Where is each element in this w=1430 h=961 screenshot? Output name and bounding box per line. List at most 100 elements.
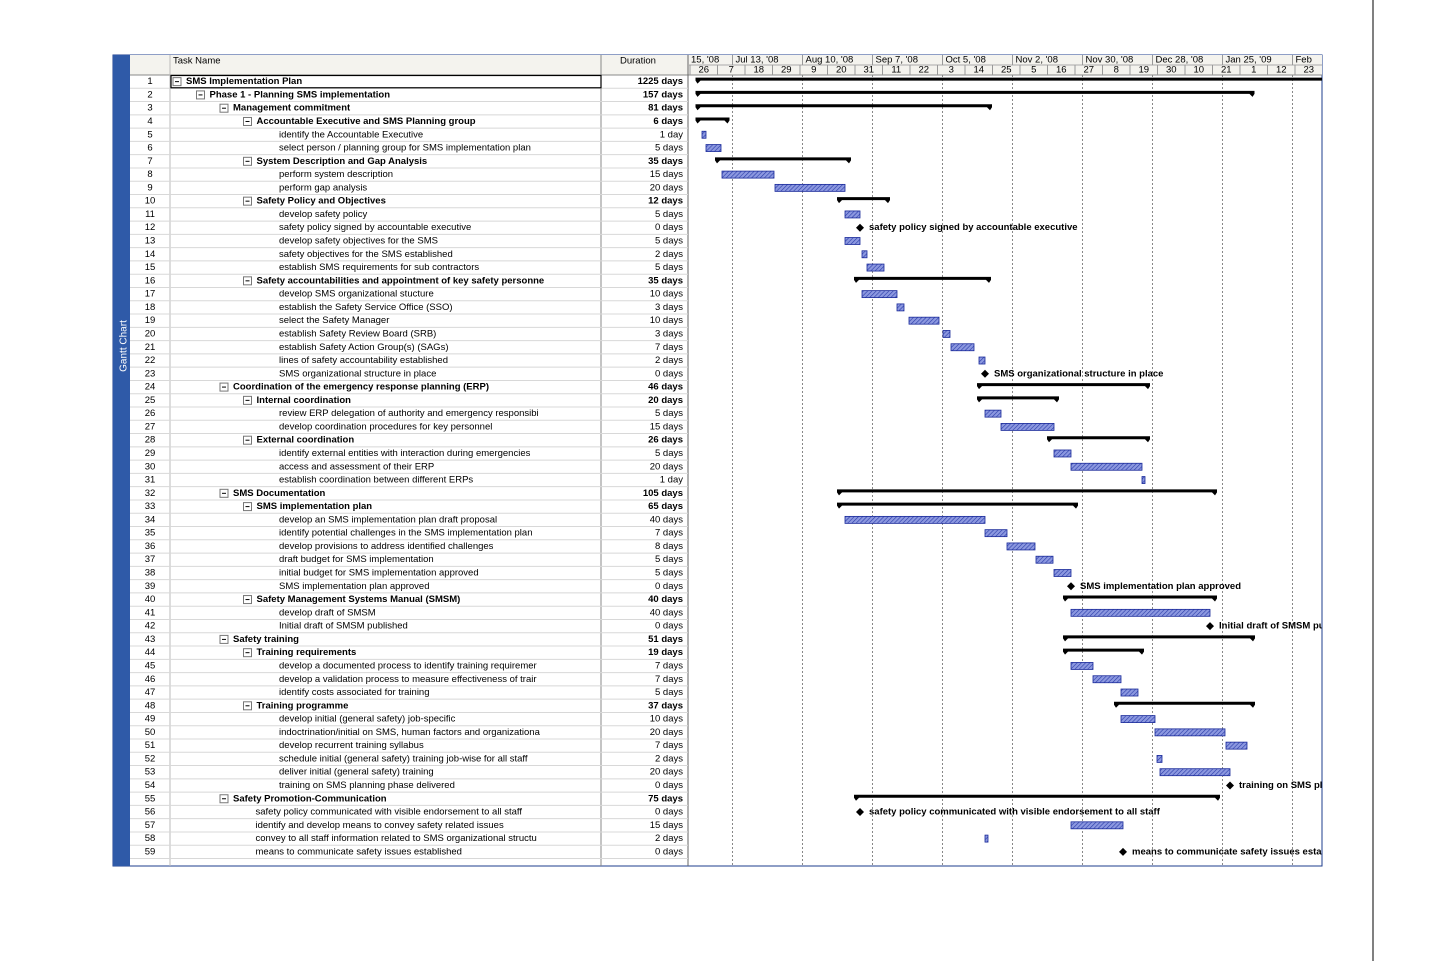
col-header[interactable]: Duration	[620, 56, 656, 67]
task-name[interactable]: review ERP delegation of authority and e…	[279, 408, 539, 419]
task-bar	[1035, 555, 1054, 564]
task-name[interactable]: establish the Safety Service Office (SSO…	[279, 302, 453, 313]
task-name[interactable]: develop a validation process to measure …	[279, 674, 537, 685]
timescale-label: 23	[1303, 65, 1314, 76]
row-id: 13	[145, 236, 156, 247]
task-name[interactable]: perform system description	[279, 169, 393, 180]
task-name[interactable]: establish Safety Review Board (SRB)	[279, 328, 436, 339]
summary-bar	[977, 383, 1150, 390]
task-name[interactable]: Training programme	[257, 700, 349, 711]
task-duration: 35 days	[648, 275, 683, 286]
task-name[interactable]: develop safety policy	[279, 209, 367, 220]
row-id: 57	[145, 820, 156, 831]
task-name[interactable]: identify and develop means to convey saf…	[256, 820, 504, 831]
task-name[interactable]: SMS implementation plan approved	[279, 581, 430, 592]
row-id: 25	[145, 395, 156, 406]
task-name[interactable]: Safety Policy and Objectives	[257, 196, 386, 207]
summary-bar	[1047, 436, 1150, 443]
row-id: 16	[145, 275, 156, 286]
task-name[interactable]: select the Safety Manager	[279, 315, 389, 326]
task-name[interactable]: identify external entities with interact…	[279, 448, 531, 459]
task-name[interactable]: establish Safety Action Group(s) (SAGs)	[279, 342, 448, 353]
task-name[interactable]: Safety training	[233, 634, 299, 645]
task-name[interactable]: Management commitment	[233, 103, 351, 114]
task-duration: 0 days	[655, 222, 683, 233]
task-name[interactable]: SMS Implementation Plan	[186, 76, 302, 87]
task-name[interactable]: develop draft of SMSM	[279, 607, 376, 618]
task-duration: 5 days	[655, 554, 683, 565]
task-duration: 20 days	[650, 767, 684, 778]
task-bar	[774, 183, 846, 192]
timescale-label: 27	[1083, 65, 1094, 76]
task-name[interactable]: develop initial (general safety) job-spe…	[279, 714, 456, 725]
row-id: 51	[145, 740, 156, 751]
task-name[interactable]: System Description and Gap Analysis	[257, 156, 428, 167]
summary-bar	[695, 77, 1322, 84]
task-name[interactable]: establish coordination between different…	[279, 475, 473, 486]
task-name[interactable]: safety policy signed by accountable exec…	[279, 222, 471, 233]
task-name[interactable]: SMS Documentation	[233, 488, 326, 499]
task-bar	[1120, 715, 1156, 723]
task-name[interactable]: Accountable Executive and SMS Planning g…	[257, 116, 476, 127]
task-name[interactable]: Safety Management Systems Manual (SMSM)	[257, 594, 461, 605]
timescale-label: 15, '08	[691, 55, 719, 66]
task-name[interactable]: lines of safety accountability establish…	[279, 355, 448, 366]
task-bar	[1006, 542, 1036, 551]
task-name[interactable]: identify the Accountable Executive	[279, 129, 423, 140]
task-name[interactable]: develop recurrent training syllabus	[279, 740, 424, 751]
task-name[interactable]: develop safety objectives for the SMS	[279, 236, 438, 247]
task-name[interactable]: Safety Promotion-Communication	[233, 793, 387, 804]
task-name[interactable]: access and assessment of their ERP	[279, 461, 434, 472]
task-name[interactable]: Initial draft of SMSM published	[279, 621, 408, 632]
name-column: SMS Implementation Plan Phase 1 - Plannin…	[172, 76, 545, 857]
task-name[interactable]: safety policy communicated with visible …	[256, 807, 523, 818]
task-bar	[1000, 423, 1055, 431]
summary-bar	[695, 104, 992, 111]
row-id: 39	[145, 581, 156, 592]
row-id: 20	[145, 328, 156, 339]
task-name[interactable]: Internal coordination	[257, 395, 352, 406]
task-name[interactable]: develop provisions to address identified…	[279, 541, 494, 552]
task-name[interactable]: SMS implementation plan	[257, 501, 373, 512]
task-bar	[1070, 462, 1143, 471]
task-name[interactable]: means to communicate safety issues estab…	[256, 846, 462, 857]
row-id: 28	[145, 435, 156, 446]
row-id: 27	[145, 421, 156, 432]
task-name[interactable]: establish SMS requirements for sub contr…	[279, 262, 479, 273]
task-name[interactable]: develop coordination procedures for key …	[279, 421, 492, 432]
task-name[interactable]: develop SMS organizational stucture	[279, 289, 434, 300]
task-name[interactable]: Safety accountabilities and appointment …	[257, 275, 545, 286]
timescale-label: 14	[973, 65, 984, 76]
task-name[interactable]: draft budget for SMS implementation	[279, 554, 434, 565]
task-name[interactable]: Training requirements	[257, 647, 357, 658]
task-name[interactable]: Phase 1 - Planning SMS implementation	[210, 89, 391, 100]
task-name[interactable]: develop an SMS implementation plan draft…	[279, 514, 497, 525]
task-name[interactable]: training on SMS planning phase delivered	[279, 780, 455, 791]
task-name[interactable]: perform gap analysis	[279, 182, 367, 193]
task-name[interactable]: identify costs associated for training	[279, 687, 430, 698]
row-id: 58	[145, 833, 156, 844]
task-bar	[942, 330, 951, 338]
timescale-label: 7	[729, 65, 734, 76]
task-bar	[701, 130, 707, 139]
task-bar	[950, 343, 975, 352]
task-name[interactable]: External coordination	[257, 435, 355, 446]
task-name[interactable]: convey to all staff information related …	[256, 833, 537, 844]
task-name[interactable]: SMS organizational structure in place	[279, 368, 436, 379]
task-name[interactable]: indoctrination/initial on SMS, human fac…	[279, 727, 541, 738]
task-name[interactable]: develop a documented process to identify…	[279, 660, 537, 671]
task-name[interactable]: initial budget for SMS implementation ap…	[279, 568, 479, 579]
task-name[interactable]: select person / planning group for SMS i…	[279, 143, 531, 154]
timescale-label: 22	[918, 65, 929, 76]
task-duration: 10 days	[650, 289, 684, 300]
timescale-label: Aug 10, '08	[806, 55, 854, 66]
task-name[interactable]: schedule initial (general safety) traini…	[279, 753, 528, 764]
col-header[interactable]: Task Name	[173, 56, 221, 67]
task-name[interactable]: safety objectives for the SMS establishe…	[279, 249, 453, 260]
task-duration: 2 days	[655, 833, 683, 844]
task-bar	[1070, 821, 1124, 830]
task-name[interactable]: deliver initial (general safety) trainin…	[279, 767, 434, 778]
task-name[interactable]: Coordination of the emergency response p…	[233, 382, 489, 393]
row-id: 43	[145, 634, 156, 645]
task-name[interactable]: identify potential challenges in the SMS…	[279, 528, 533, 539]
